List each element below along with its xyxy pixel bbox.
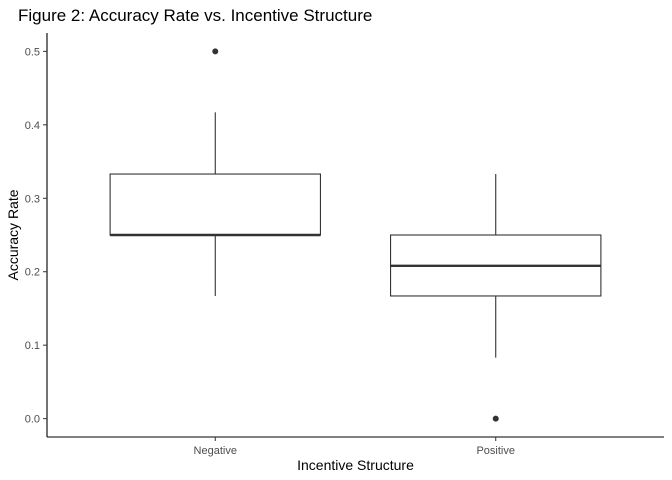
outlier-point — [492, 415, 499, 422]
y-tick-label: 0.0 — [25, 414, 40, 426]
outlier-point — [212, 48, 219, 55]
y-tick-label: 0.2 — [25, 267, 40, 279]
y-tick-label: 0.5 — [25, 46, 40, 58]
y-axis-ticks: 0.0 0.1 0.2 0.3 0.4 0.5 — [25, 46, 47, 426]
box-group-negative — [109, 48, 321, 296]
y-axis-title: Accuracy Rate — [5, 189, 21, 280]
x-axis-ticks: Negative Positive — [194, 437, 515, 457]
y-tick-label: 0.3 — [25, 193, 40, 205]
x-axis-title: Incentive Structure — [297, 457, 414, 473]
chart-title: Figure 2: Accuracy Rate vs. Incentive St… — [18, 6, 372, 25]
y-tick-label: 0.4 — [25, 120, 40, 132]
y-tick-label: 0.1 — [25, 340, 40, 352]
plot-area — [109, 48, 602, 422]
box-iqr — [109, 173, 321, 236]
box-group-positive — [390, 174, 602, 422]
x-tick-label: Negative — [194, 445, 237, 457]
x-tick-label: Positive — [476, 445, 515, 457]
